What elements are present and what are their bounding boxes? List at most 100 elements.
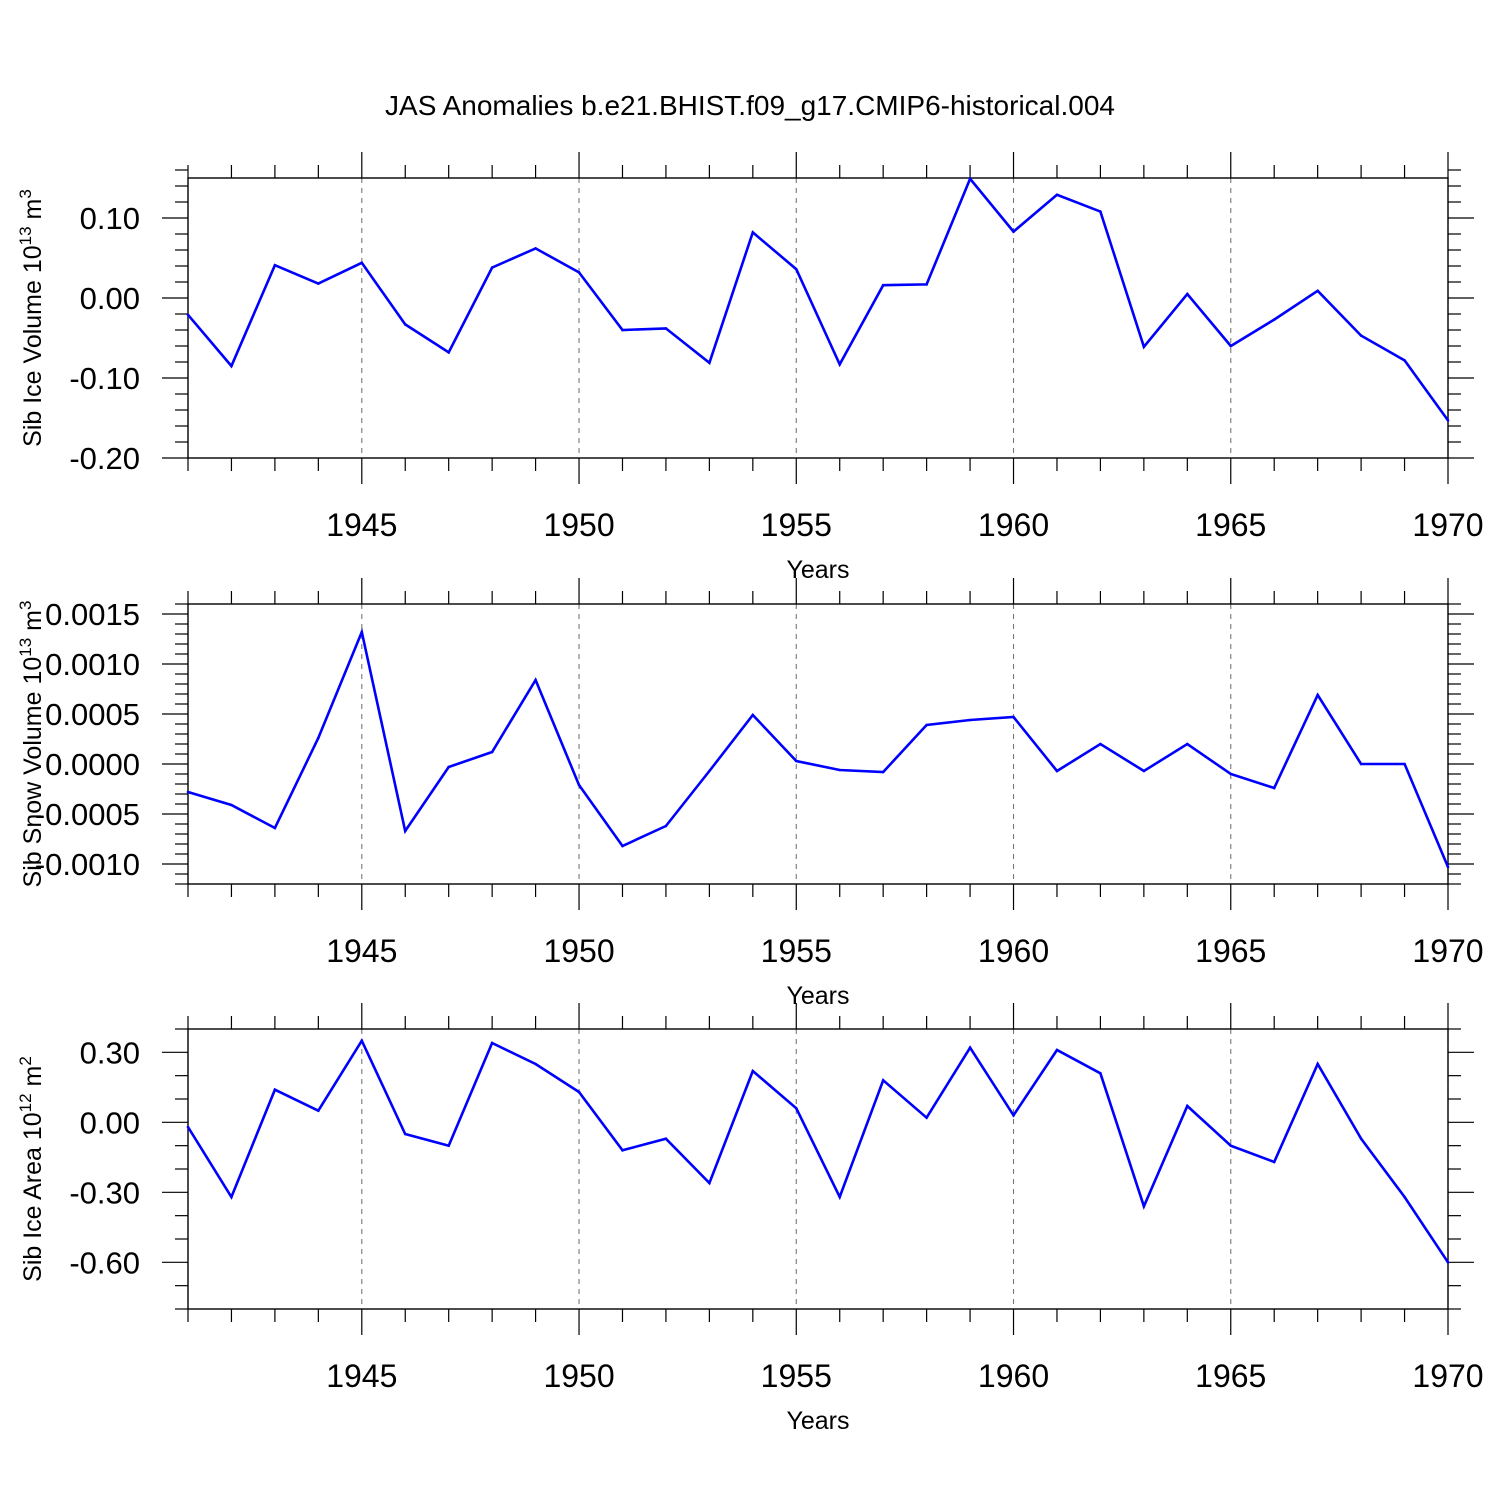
chart1-ylabel: Sib Snow Volume 1013 m3: [16, 601, 47, 888]
chart1-xtick-label: 1965: [1195, 933, 1266, 969]
chart1-data-point: [838, 768, 842, 772]
chart1-ytick-label: -0.0010: [35, 847, 140, 882]
chart1-data-point: [186, 790, 190, 794]
chart1-xlabel: Years: [786, 982, 849, 1010]
chart0-data-point: [794, 267, 798, 271]
chart1-xtick-label: 1945: [326, 933, 397, 969]
chart1-ytick-label: -0.0005: [35, 797, 140, 832]
chart2-xlabel: Years: [786, 1407, 849, 1435]
chart1-data-point: [273, 826, 277, 830]
chart1-data-point: [1055, 769, 1059, 773]
chart0-data-point: [664, 327, 668, 330]
chart2-data-point: [1099, 1072, 1102, 1075]
chart0-data-point: [360, 261, 364, 265]
chart2-data-point: [968, 1046, 972, 1049]
chart1-data-point: [1403, 762, 1406, 766]
chart1-data-point: [1316, 693, 1319, 697]
chart2-data-point: [490, 1041, 494, 1045]
chart1-data-point: [1359, 762, 1363, 766]
chart0-data-point: [317, 282, 320, 285]
chart1-data-point: [925, 723, 928, 727]
chart1-frame: [187, 603, 1449, 885]
chart0-ytick-label: 0.10: [80, 201, 140, 236]
panel-ice-volume: -0.20 -0.10 0.00 0.10 1945 1950 1955 1960 1965 19…: [16, 152, 1484, 584]
chart0-data-point: [1142, 345, 1146, 349]
chart1-data-point: [1272, 786, 1276, 790]
chart2-data-point: [1359, 1137, 1363, 1140]
chart2-data-point: [1142, 1205, 1146, 1208]
chart0-data-point: [1446, 419, 1450, 422]
chart2-xtick-label: 1950: [543, 1358, 614, 1394]
chart0-data-point: [186, 313, 190, 317]
chart2-ytick-label: 0.00: [80, 1105, 140, 1140]
chart1-data-point: [230, 803, 233, 807]
chart0-data-point: [1099, 210, 1102, 213]
chart1-data-point: [1012, 715, 1015, 719]
chart2-data-point: [1229, 1144, 1233, 1147]
chart2-data-point: [1403, 1195, 1406, 1199]
chart0-xlabel: Years: [786, 556, 849, 584]
chart0-data-point: [1359, 334, 1363, 337]
chart0-xtick-label: 1960: [978, 507, 1049, 543]
chart2-ytick-label: 0.30: [80, 1035, 140, 1070]
chart0-data-point: [490, 266, 494, 269]
chart2-data-point: [577, 1090, 581, 1094]
chart2-xtick-label: 1945: [326, 1358, 397, 1394]
chart0-data-point: [273, 263, 277, 267]
chart2-data-point: [186, 1125, 190, 1129]
chart2-data-point: [1446, 1261, 1450, 1264]
chart2-data-point: [273, 1088, 277, 1091]
chart1-data-point: [708, 769, 711, 773]
chart0-data-point: [1403, 359, 1406, 362]
chart0-data-point: [838, 363, 842, 366]
chart0-data-point: [1272, 318, 1276, 321]
chart0-xtick-label: 1955: [761, 507, 832, 543]
chart2-data-point: [881, 1079, 885, 1082]
chart2-data-point: [1055, 1048, 1059, 1052]
chart1-data-point: [490, 750, 494, 754]
chart2-data-point: [751, 1069, 755, 1073]
chart1-data-point: [1142, 769, 1146, 773]
chart0-xtick-label: 1950: [543, 507, 614, 543]
chart0-data-point: [447, 351, 450, 354]
chart0-data-point: [1229, 344, 1233, 348]
chart2-ylabel: Sib Ice Area 1012 m2: [16, 1056, 47, 1282]
chart2-xtick-label: 1960: [978, 1358, 1049, 1394]
chart1-ytick-label: 0.0015: [45, 597, 140, 632]
chart2-data-point: [360, 1039, 364, 1042]
chart0-ytick-label: 0.00: [80, 281, 140, 316]
chart2-data-point: [403, 1132, 407, 1136]
chart0-data-point: [968, 177, 972, 181]
chart0-ylabel: Sib Ice Volume 1013 m3: [16, 189, 47, 447]
chart0-ytick-label: -0.20: [69, 441, 140, 476]
chart1-data-point: [968, 718, 972, 722]
chart0-data-point: [751, 231, 755, 234]
chart1-data-point: [534, 678, 537, 682]
panel-ice-area: -0.60 -0.30 0.00 0.30 1945 1950 1955 1960 1965 19…: [16, 1003, 1484, 1435]
chart0-data-point: [925, 283, 928, 286]
chart0-data-point: [230, 364, 233, 368]
chart1-xtick-label: 1970: [1412, 933, 1483, 969]
chart0-data-point: [403, 323, 407, 326]
chart2-data-point: [708, 1181, 711, 1185]
chart0-data-point: [621, 328, 624, 332]
chart2-data-point: [317, 1109, 320, 1112]
chart0-data-point: [1012, 230, 1015, 233]
chart1-ytick-label: 0.0000: [45, 747, 140, 782]
chart1-xtick-label: 1955: [761, 933, 832, 969]
chart1-data-point: [360, 630, 364, 634]
chart0-data-point: [1316, 289, 1319, 293]
chart0-xtick-label: 1965: [1195, 507, 1266, 543]
chart2-data-point: [1272, 1160, 1276, 1164]
chart0-ytick-label: -0.10: [69, 361, 140, 396]
chart1-data-point: [403, 829, 407, 833]
chart0-xtick-label: 1970: [1412, 507, 1483, 543]
chart0-frame: [187, 177, 1449, 459]
chart2-series-line: [186, 1037, 1450, 1264]
chart1-data-point: [621, 844, 624, 848]
chart1-xtick-label: 1960: [978, 933, 1049, 969]
chart1-data-point: [794, 759, 798, 763]
chart1-data-point: [751, 713, 755, 717]
chart2-data-point: [838, 1195, 842, 1199]
